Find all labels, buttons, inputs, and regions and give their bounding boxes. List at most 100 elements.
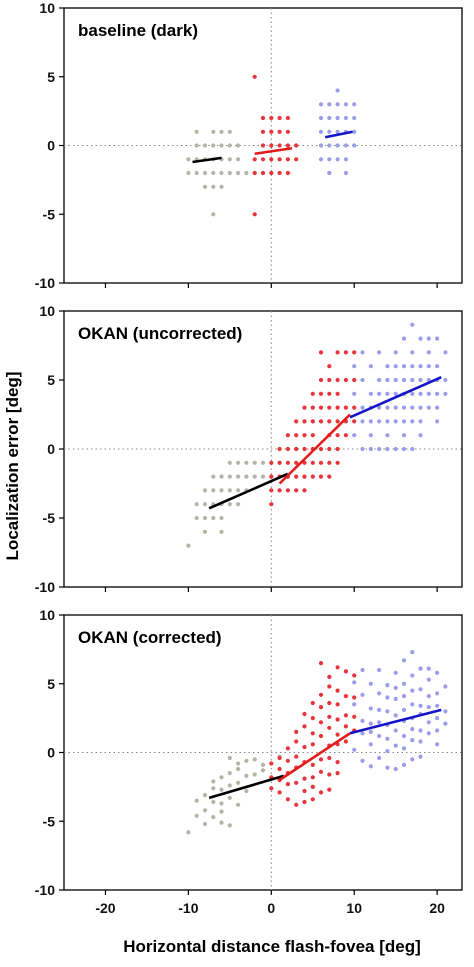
data-point (352, 391, 357, 396)
data-point (368, 681, 373, 686)
panel-3: -10 -5 0 5 10 -20 -10 0 10 20 OKAN (corrected) (35, 607, 463, 916)
data-point (410, 738, 415, 743)
data-point (302, 788, 307, 794)
data-point (343, 405, 348, 410)
data-point (194, 813, 199, 818)
data-point (318, 474, 324, 479)
data-point (294, 802, 299, 807)
x-tick-label: 10 (346, 900, 362, 916)
data-point (236, 761, 241, 766)
data-point (435, 670, 440, 675)
data-point (435, 742, 440, 747)
data-point (302, 724, 307, 729)
y-tick-label: 5 (47, 69, 55, 85)
data-point (269, 786, 274, 791)
data-point (401, 336, 407, 341)
data-point (236, 474, 241, 479)
data-point (318, 460, 324, 465)
data-point (352, 143, 357, 148)
data-point (385, 749, 390, 754)
data-point (401, 733, 407, 739)
data-point (302, 744, 307, 750)
x-axis-title: Horizontal distance flash-fovea [deg] (123, 937, 421, 956)
data-point (377, 755, 382, 761)
data-point (335, 732, 340, 737)
data-point (327, 674, 332, 680)
data-point (277, 170, 282, 176)
data-point (393, 391, 398, 396)
data-point (202, 793, 208, 798)
fit-line-red (254, 146, 293, 156)
data-point (401, 377, 407, 383)
data-point (202, 821, 208, 827)
data-point (401, 707, 407, 713)
data-point (269, 129, 274, 134)
data-point (418, 703, 423, 708)
data-point (343, 115, 348, 121)
data-point (335, 717, 340, 722)
data-point (294, 488, 299, 493)
data-point (310, 762, 315, 768)
data-point (244, 170, 249, 176)
data-point (343, 157, 348, 162)
data-point (368, 446, 373, 452)
data-point (410, 688, 415, 693)
data-point (269, 474, 274, 479)
data-point (211, 515, 216, 521)
data-point (401, 658, 407, 663)
data-point (418, 391, 423, 396)
data-point (277, 115, 282, 121)
data-point (443, 391, 448, 396)
fit-line-red (278, 732, 351, 782)
data-point (252, 212, 257, 217)
data-point (260, 170, 266, 176)
data-point (426, 336, 431, 341)
data-point (343, 694, 348, 699)
data-point (377, 691, 382, 696)
data-point (343, 433, 348, 438)
y-tick-label: 10 (39, 0, 55, 16)
data-point (368, 721, 373, 726)
data-point (410, 405, 415, 410)
data-point (294, 143, 299, 148)
data-point (368, 433, 373, 438)
data-point (401, 405, 407, 410)
data-point (260, 460, 266, 465)
data-point (310, 716, 315, 721)
fit-line-red (278, 413, 351, 485)
fit-line-black (208, 774, 285, 800)
data-point (202, 515, 208, 521)
data-point (260, 115, 266, 121)
data-point (194, 502, 199, 507)
data-point (426, 666, 431, 671)
data-point (360, 405, 365, 410)
data-point (327, 419, 332, 424)
data-point (318, 102, 324, 107)
data-point (368, 742, 373, 747)
data-point (343, 350, 348, 355)
data-point (277, 129, 282, 134)
data-point (418, 666, 423, 671)
data-point (335, 350, 340, 355)
data-point (401, 694, 407, 699)
data-point (202, 184, 208, 189)
data-point (318, 129, 324, 134)
data-point (352, 377, 357, 383)
data-point (343, 170, 348, 176)
data-point (360, 731, 365, 736)
series-gray (186, 460, 282, 548)
data-point (327, 725, 332, 730)
data-point (318, 692, 324, 697)
data-point (377, 405, 382, 410)
data-point (393, 713, 398, 718)
data-point (360, 377, 365, 383)
y-tick-label: -10 (35, 579, 55, 595)
data-point (227, 795, 232, 801)
data-point (335, 665, 340, 670)
data-point (418, 687, 423, 692)
data-point (335, 460, 340, 465)
data-point (236, 157, 241, 162)
data-point (269, 502, 274, 507)
data-point (435, 364, 440, 369)
data-point (302, 419, 307, 424)
